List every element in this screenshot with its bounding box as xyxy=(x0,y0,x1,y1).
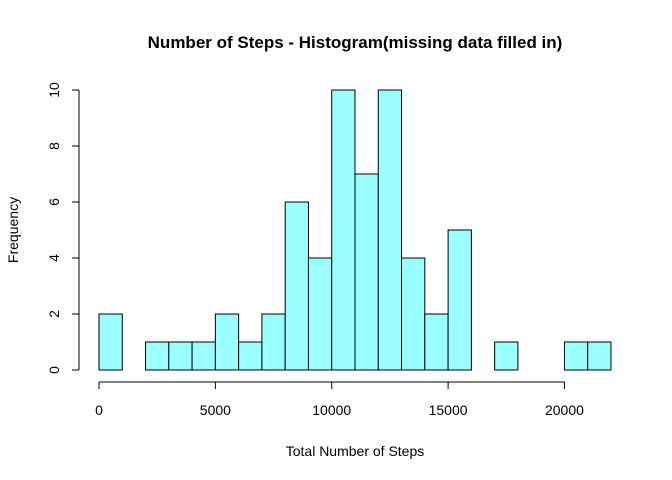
histogram-bar xyxy=(354,173,379,371)
y-axis-label: Frequency xyxy=(5,197,21,263)
histogram-bar xyxy=(191,341,216,371)
x-tick-label: 20000 xyxy=(545,402,584,418)
histogram-bar xyxy=(238,341,263,371)
x-tick-label: 5000 xyxy=(200,402,231,418)
x-axis-label: Total Number of Steps xyxy=(286,443,425,459)
y-tick-label: 0 xyxy=(46,366,62,374)
y-tick-label: 10 xyxy=(46,82,62,98)
y-tick-label: 2 xyxy=(46,310,62,318)
histogram-bar xyxy=(331,89,356,371)
histogram-bar xyxy=(284,201,309,371)
y-tick-label: 4 xyxy=(46,254,62,262)
histogram-bar xyxy=(447,229,472,371)
x-tick-label: 15000 xyxy=(429,402,468,418)
histogram-bar xyxy=(168,341,193,371)
y-tick-label: 6 xyxy=(46,198,62,206)
histogram-bar xyxy=(145,341,170,371)
x-tick-label: 10000 xyxy=(312,402,351,418)
histogram-bars xyxy=(98,89,612,371)
histogram-bar xyxy=(587,341,612,371)
x-tick-label: 0 xyxy=(95,402,103,418)
histogram-bar xyxy=(214,313,240,371)
histogram-bar xyxy=(98,313,123,371)
histogram-bar xyxy=(377,89,403,371)
histogram-bar xyxy=(494,341,519,371)
y-tick-label: 8 xyxy=(46,142,62,150)
histogram-bar xyxy=(563,341,589,371)
histogram-bar xyxy=(424,313,449,371)
y-axis: 0 2 4 6 8 10 xyxy=(46,82,80,374)
chart-title: Number of Steps - Histogram(missing data… xyxy=(148,33,563,52)
x-axis: 0 5000 10000 15000 20000 xyxy=(95,381,584,418)
histogram-bar xyxy=(401,257,426,371)
histogram-bar xyxy=(307,257,333,371)
histogram-bar xyxy=(261,313,286,371)
